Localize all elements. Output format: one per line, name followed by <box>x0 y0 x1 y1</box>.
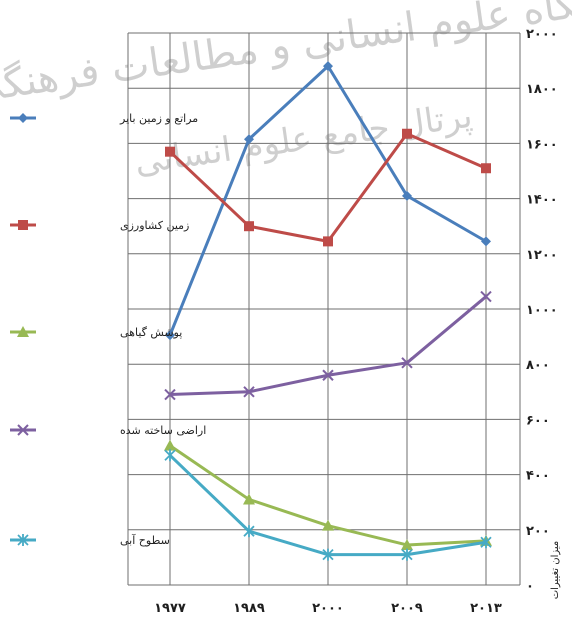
series-0 <box>165 61 491 341</box>
data-point <box>164 439 176 451</box>
data-point <box>480 290 492 303</box>
data-point <box>243 493 255 505</box>
legend-marker <box>18 220 28 230</box>
y-tick-label: ۸۰۰ <box>526 358 550 373</box>
legend-label: زمین کشاورزی <box>120 219 189 232</box>
legend-marker <box>17 424 29 436</box>
legend-marker <box>17 326 29 337</box>
watermark-line-2: پرتال جامع علوم انسانی <box>132 96 475 183</box>
legend: مراتع و زمین بایر زمین کشاورزی پوشش گیاهی ا… <box>10 112 206 547</box>
data-point <box>322 519 334 531</box>
y-axis-title: میزان تغییرات <box>550 541 561 600</box>
x-tick-label: ۲۰۱۳ <box>470 601 502 616</box>
y-tick-label: ۱۲۰۰ <box>526 248 558 263</box>
x-axis-ticks: ۱۹۷۷ ۱۹۸۹ ۲۰۰۰ ۲۰۰۹ ۲۰۱۳ <box>154 601 502 616</box>
data-point <box>165 330 175 341</box>
data-point <box>480 536 492 549</box>
data-point <box>323 61 333 72</box>
data-point <box>322 369 334 381</box>
legend-marker <box>17 534 29 546</box>
data-point <box>401 357 413 369</box>
data-point <box>402 128 412 139</box>
data-point <box>244 134 254 145</box>
data-point <box>164 388 176 401</box>
data-point <box>322 548 334 561</box>
data-point <box>481 236 491 247</box>
data-point <box>401 538 413 550</box>
legend-marker <box>18 113 28 123</box>
legend-item: زمین کشاورزی <box>10 219 189 232</box>
legend-label: مراتع و زمین بایر <box>119 112 198 125</box>
legend-item: سطوح آبی <box>10 533 170 547</box>
grid <box>127 32 521 586</box>
legend-item: پوشش گیاهی <box>10 326 182 339</box>
y-tick-label: ۴۰۰ <box>526 469 550 484</box>
x-tick-label: ۱۹۸۹ <box>233 601 265 616</box>
data-point <box>165 146 175 157</box>
y-tick-label: ۱۴۰۰ <box>526 193 558 208</box>
data-point <box>243 525 255 538</box>
legend-label: اراضی ساخته شده <box>120 424 206 437</box>
y-tick-label: ۲۰۰ <box>526 524 550 539</box>
series-3 <box>164 290 492 401</box>
y-tick-label: ۰ <box>526 579 534 594</box>
y-tick-label: ۱۸۰۰ <box>526 82 558 97</box>
series-1 <box>165 128 491 247</box>
data-point <box>401 548 413 561</box>
data-point <box>244 221 254 232</box>
legend-label: پوشش گیاهی <box>120 326 182 339</box>
series-lines <box>164 61 492 561</box>
x-tick-label: ۲۰۰۰ <box>312 601 344 616</box>
data-point <box>402 190 412 201</box>
legend-label: سطوح آبی <box>120 533 170 547</box>
y-tick-label: ۲۰۰۰ <box>526 27 558 42</box>
x-tick-label: ۱۹۷۷ <box>154 601 186 616</box>
y-tick-label: ۱۶۰۰ <box>526 137 558 152</box>
data-point <box>164 449 176 462</box>
x-tick-label: ۲۰۰۹ <box>391 601 423 616</box>
series-4 <box>164 449 492 561</box>
data-point <box>243 386 255 398</box>
y-tick-label: ۶۰۰ <box>526 413 550 428</box>
y-axis-ticks: ۰ ۲۰۰ ۴۰۰ ۶۰۰ ۸۰۰ ۱۰۰۰ ۱۲۰۰ ۱۴۰۰ ۱۶۰۰ ۱۸۰۰ ۲۰۰۰ <box>526 27 558 594</box>
legend-item: مراتع و زمین بایر <box>10 112 198 125</box>
y-tick-label: ۱۰۰۰ <box>526 303 558 318</box>
data-point <box>323 236 333 247</box>
data-point <box>481 163 491 174</box>
legend-item: اراضی ساخته شده <box>10 424 206 437</box>
